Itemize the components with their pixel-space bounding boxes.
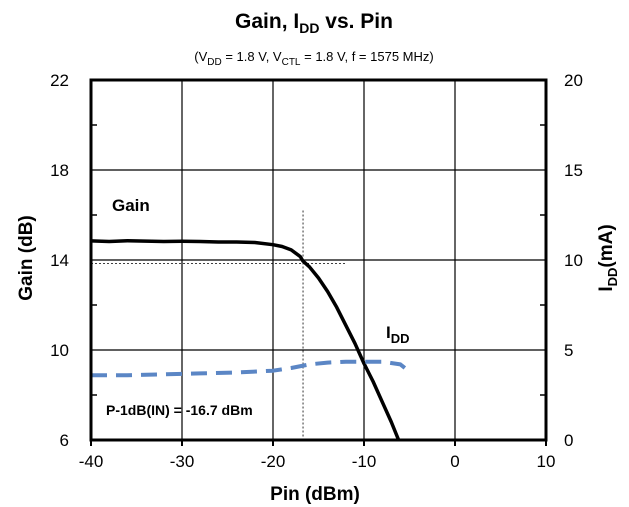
idd-series-label: IDD	[386, 323, 410, 346]
x-tick-label: 0	[450, 452, 459, 471]
chart-title-sub: DD	[299, 20, 319, 36]
series-line-gain	[90, 238, 401, 441]
y-left-tick-label: 14	[50, 251, 69, 270]
y-left-tick-label: 10	[50, 341, 69, 360]
chart-title-main: Gain, I	[235, 10, 299, 33]
series-group	[90, 210, 411, 441]
axis-ticks: -40 -30 -20 -10 0 10 6 10 14 18 22 0 5 10 15 20	[50, 71, 583, 471]
x-tick-label: 10	[537, 452, 556, 471]
y-right-tick-label: 20	[564, 71, 583, 90]
y-right-tick-label: 5	[564, 341, 573, 360]
subtitle-segment: (V	[194, 49, 207, 64]
y-left-tick-label: 22	[50, 71, 69, 90]
y-axis-right-title-tail: (mA)	[596, 224, 617, 267]
x-tick-label: -40	[79, 452, 104, 471]
y-right-tick-label: 15	[564, 161, 583, 180]
x-axis-title: Pin (dBm)	[270, 484, 360, 505]
idd-series-label-main: I	[386, 323, 391, 342]
y-axis-right-title: IDD(mA)	[596, 224, 620, 291]
p1db-annotation: P-1dB(IN) = -16.7 dBm	[106, 402, 253, 418]
x-tick-label: -10	[352, 452, 377, 471]
y-axis-right-title-main: I	[596, 286, 617, 291]
y-left-tick-label: 18	[50, 161, 69, 180]
series-line-idd	[91, 359, 411, 378]
gain-series-label: Gain	[112, 196, 150, 215]
gridlines	[91, 80, 546, 440]
y-axis-right-title-sub: DD	[605, 268, 620, 287]
chart-title: Gain, IDD vs. Pin	[235, 10, 393, 36]
plot-frame	[89, 78, 548, 442]
subtitle-segment: CTL	[282, 57, 301, 68]
y-right-tick-label: 10	[564, 251, 583, 270]
subtitle-segment: = 1.8 V, V	[222, 49, 282, 64]
x-tick-label: -30	[170, 452, 195, 471]
x-tick-label: -20	[261, 452, 286, 471]
idd-series-label-sub: DD	[391, 331, 410, 346]
chart-subtitle: (VDD = 1.8 V, VCTL = 1.8 V, f = 1575 MHz…	[194, 49, 433, 68]
y-right-tick-label: 0	[564, 431, 573, 450]
y-axis-left-title: Gain (dB)	[16, 215, 37, 301]
chart-title-tail: vs. Pin	[319, 10, 393, 33]
subtitle-segment: DD	[207, 57, 221, 68]
subtitle-segment: = 1.8 V, f = 1575 MHz)	[301, 49, 434, 64]
y-left-tick-label: 6	[60, 431, 69, 450]
